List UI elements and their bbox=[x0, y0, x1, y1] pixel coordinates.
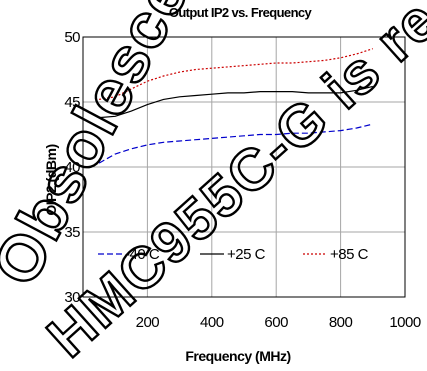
series-line-40c bbox=[98, 123, 373, 164]
y-tick-label: 45 bbox=[64, 94, 80, 111]
x-tick-label: 1000 bbox=[389, 314, 421, 331]
legend: -40 C +25 C +85 C bbox=[98, 246, 369, 263]
x-tick-label: 600 bbox=[264, 314, 288, 331]
y-axis-title: OIP2 (dBm) bbox=[43, 144, 59, 215]
chart-title: Output IP2 vs. Frequency bbox=[169, 5, 313, 20]
tick-labels: 200 400 600 800 1000 30 35 40 45 50 bbox=[64, 29, 421, 331]
y-tick-label: 30 bbox=[64, 289, 80, 306]
y-tick-label: 40 bbox=[64, 159, 80, 176]
grid-lines bbox=[83, 37, 405, 297]
series-lines bbox=[98, 48, 373, 164]
series-line-85c bbox=[99, 48, 373, 100]
x-axis-title: Frequency (MHz) bbox=[185, 348, 290, 364]
x-tick-label: 800 bbox=[329, 314, 353, 331]
plot-area-border bbox=[82, 36, 406, 298]
y-tick-label: 50 bbox=[64, 29, 80, 46]
x-tick-label: 400 bbox=[200, 314, 224, 331]
legend-label: +25 C bbox=[227, 246, 266, 263]
y-tick-label: 35 bbox=[64, 224, 80, 241]
x-tick-label: 200 bbox=[136, 314, 160, 331]
series-line-25c bbox=[99, 85, 373, 119]
legend-label: +85 C bbox=[330, 246, 369, 263]
legend-label: -40 C bbox=[125, 246, 160, 263]
